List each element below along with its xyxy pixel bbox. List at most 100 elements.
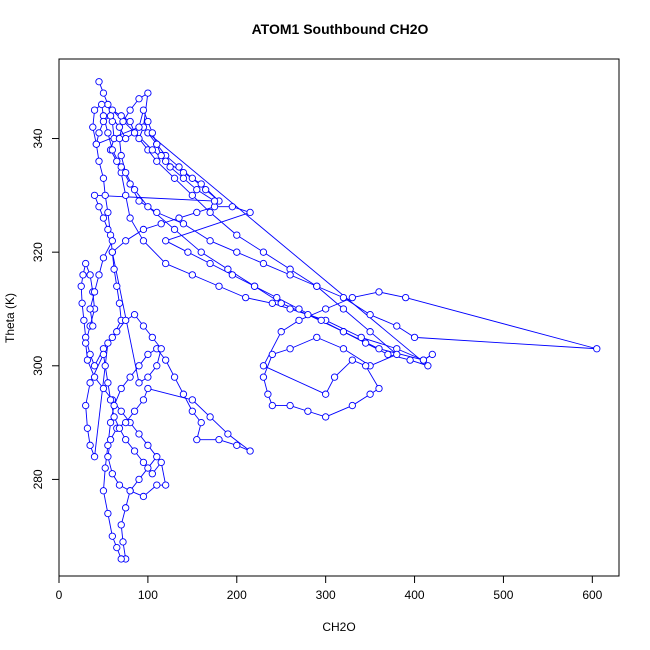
series-segment (343, 308, 371, 333)
data-point (122, 418, 130, 427)
data-point (406, 356, 414, 364)
data-point (122, 168, 130, 177)
data-point (197, 248, 205, 256)
data-point (228, 271, 236, 279)
data-point (104, 225, 112, 234)
series-segment (369, 331, 398, 355)
data-point (259, 248, 268, 256)
series-segment (281, 302, 309, 316)
data-point (366, 390, 374, 398)
data-point (99, 174, 108, 182)
data-point (322, 390, 330, 398)
data-point (273, 293, 281, 302)
data-point (153, 362, 161, 370)
data-point (188, 396, 196, 404)
data-point (130, 186, 139, 194)
series-segment (414, 336, 597, 350)
data-point (90, 453, 99, 461)
series-segment (361, 336, 397, 350)
data-point (215, 435, 223, 444)
series-segment (192, 195, 211, 213)
data-point (90, 106, 99, 114)
series-segment (209, 212, 238, 236)
series-segment (254, 285, 277, 299)
series-segment (156, 160, 175, 179)
data-point (188, 174, 196, 182)
data-point (144, 117, 152, 126)
data-point (117, 151, 125, 160)
data-point (162, 481, 170, 489)
data-point (215, 282, 223, 290)
data-point (126, 106, 134, 114)
series-segment (316, 285, 344, 310)
data-point (384, 350, 392, 359)
data-point (424, 362, 432, 370)
x-tick-label: 600 (582, 588, 602, 602)
data-point (304, 407, 312, 415)
data-point (104, 339, 112, 347)
data-point (250, 282, 259, 290)
data-point (233, 231, 241, 239)
data-point (277, 328, 285, 336)
series-segment (200, 251, 229, 270)
data-point (126, 214, 134, 222)
data-point (153, 208, 161, 217)
data-point (110, 413, 118, 421)
series-segment (325, 405, 353, 418)
data-point (179, 390, 188, 398)
data-point (117, 112, 125, 120)
series-segment (276, 297, 300, 310)
data-point (148, 333, 156, 342)
x-axis-label: CH2O (322, 620, 355, 634)
data-point (135, 379, 143, 387)
data-point (170, 373, 179, 381)
data-point (246, 447, 254, 455)
data-point (115, 299, 124, 307)
data-point (77, 282, 85, 290)
series-segment (263, 365, 326, 395)
data-point (122, 504, 130, 512)
data-point (122, 134, 130, 143)
data-point (286, 305, 294, 313)
data-point (162, 259, 170, 268)
data-point (348, 356, 356, 364)
data-point (157, 345, 165, 353)
data-point (139, 396, 148, 404)
data-point (259, 373, 268, 381)
data-point (113, 543, 121, 552)
data-point (106, 418, 115, 427)
y-axis-label: Theta (K) (3, 293, 17, 343)
data-point (295, 305, 303, 313)
data-point (135, 197, 143, 205)
data-point (188, 191, 196, 200)
data-point (106, 396, 115, 404)
data-point (268, 401, 276, 410)
data-point (135, 430, 143, 438)
data-point (224, 265, 232, 273)
series-segment (187, 251, 211, 264)
series-segment (209, 263, 233, 276)
data-point (317, 316, 325, 324)
data-point (82, 259, 90, 268)
data-point (428, 350, 436, 359)
data-point (110, 401, 118, 410)
series-segment (125, 195, 131, 219)
data-point (210, 197, 219, 205)
data-point (108, 248, 116, 256)
data-point (135, 362, 143, 370)
data-point (108, 146, 116, 154)
data-point (92, 140, 100, 148)
series-segment (232, 274, 255, 287)
data-point (104, 379, 112, 387)
data-point (139, 492, 148, 501)
data-point (135, 95, 143, 103)
data-point (115, 424, 124, 432)
data-point (144, 203, 152, 211)
series-segment (103, 490, 109, 514)
data-point (83, 356, 92, 364)
data-point (170, 174, 179, 182)
data-point (139, 225, 148, 234)
data-point (259, 362, 268, 370)
data-point (99, 254, 108, 262)
